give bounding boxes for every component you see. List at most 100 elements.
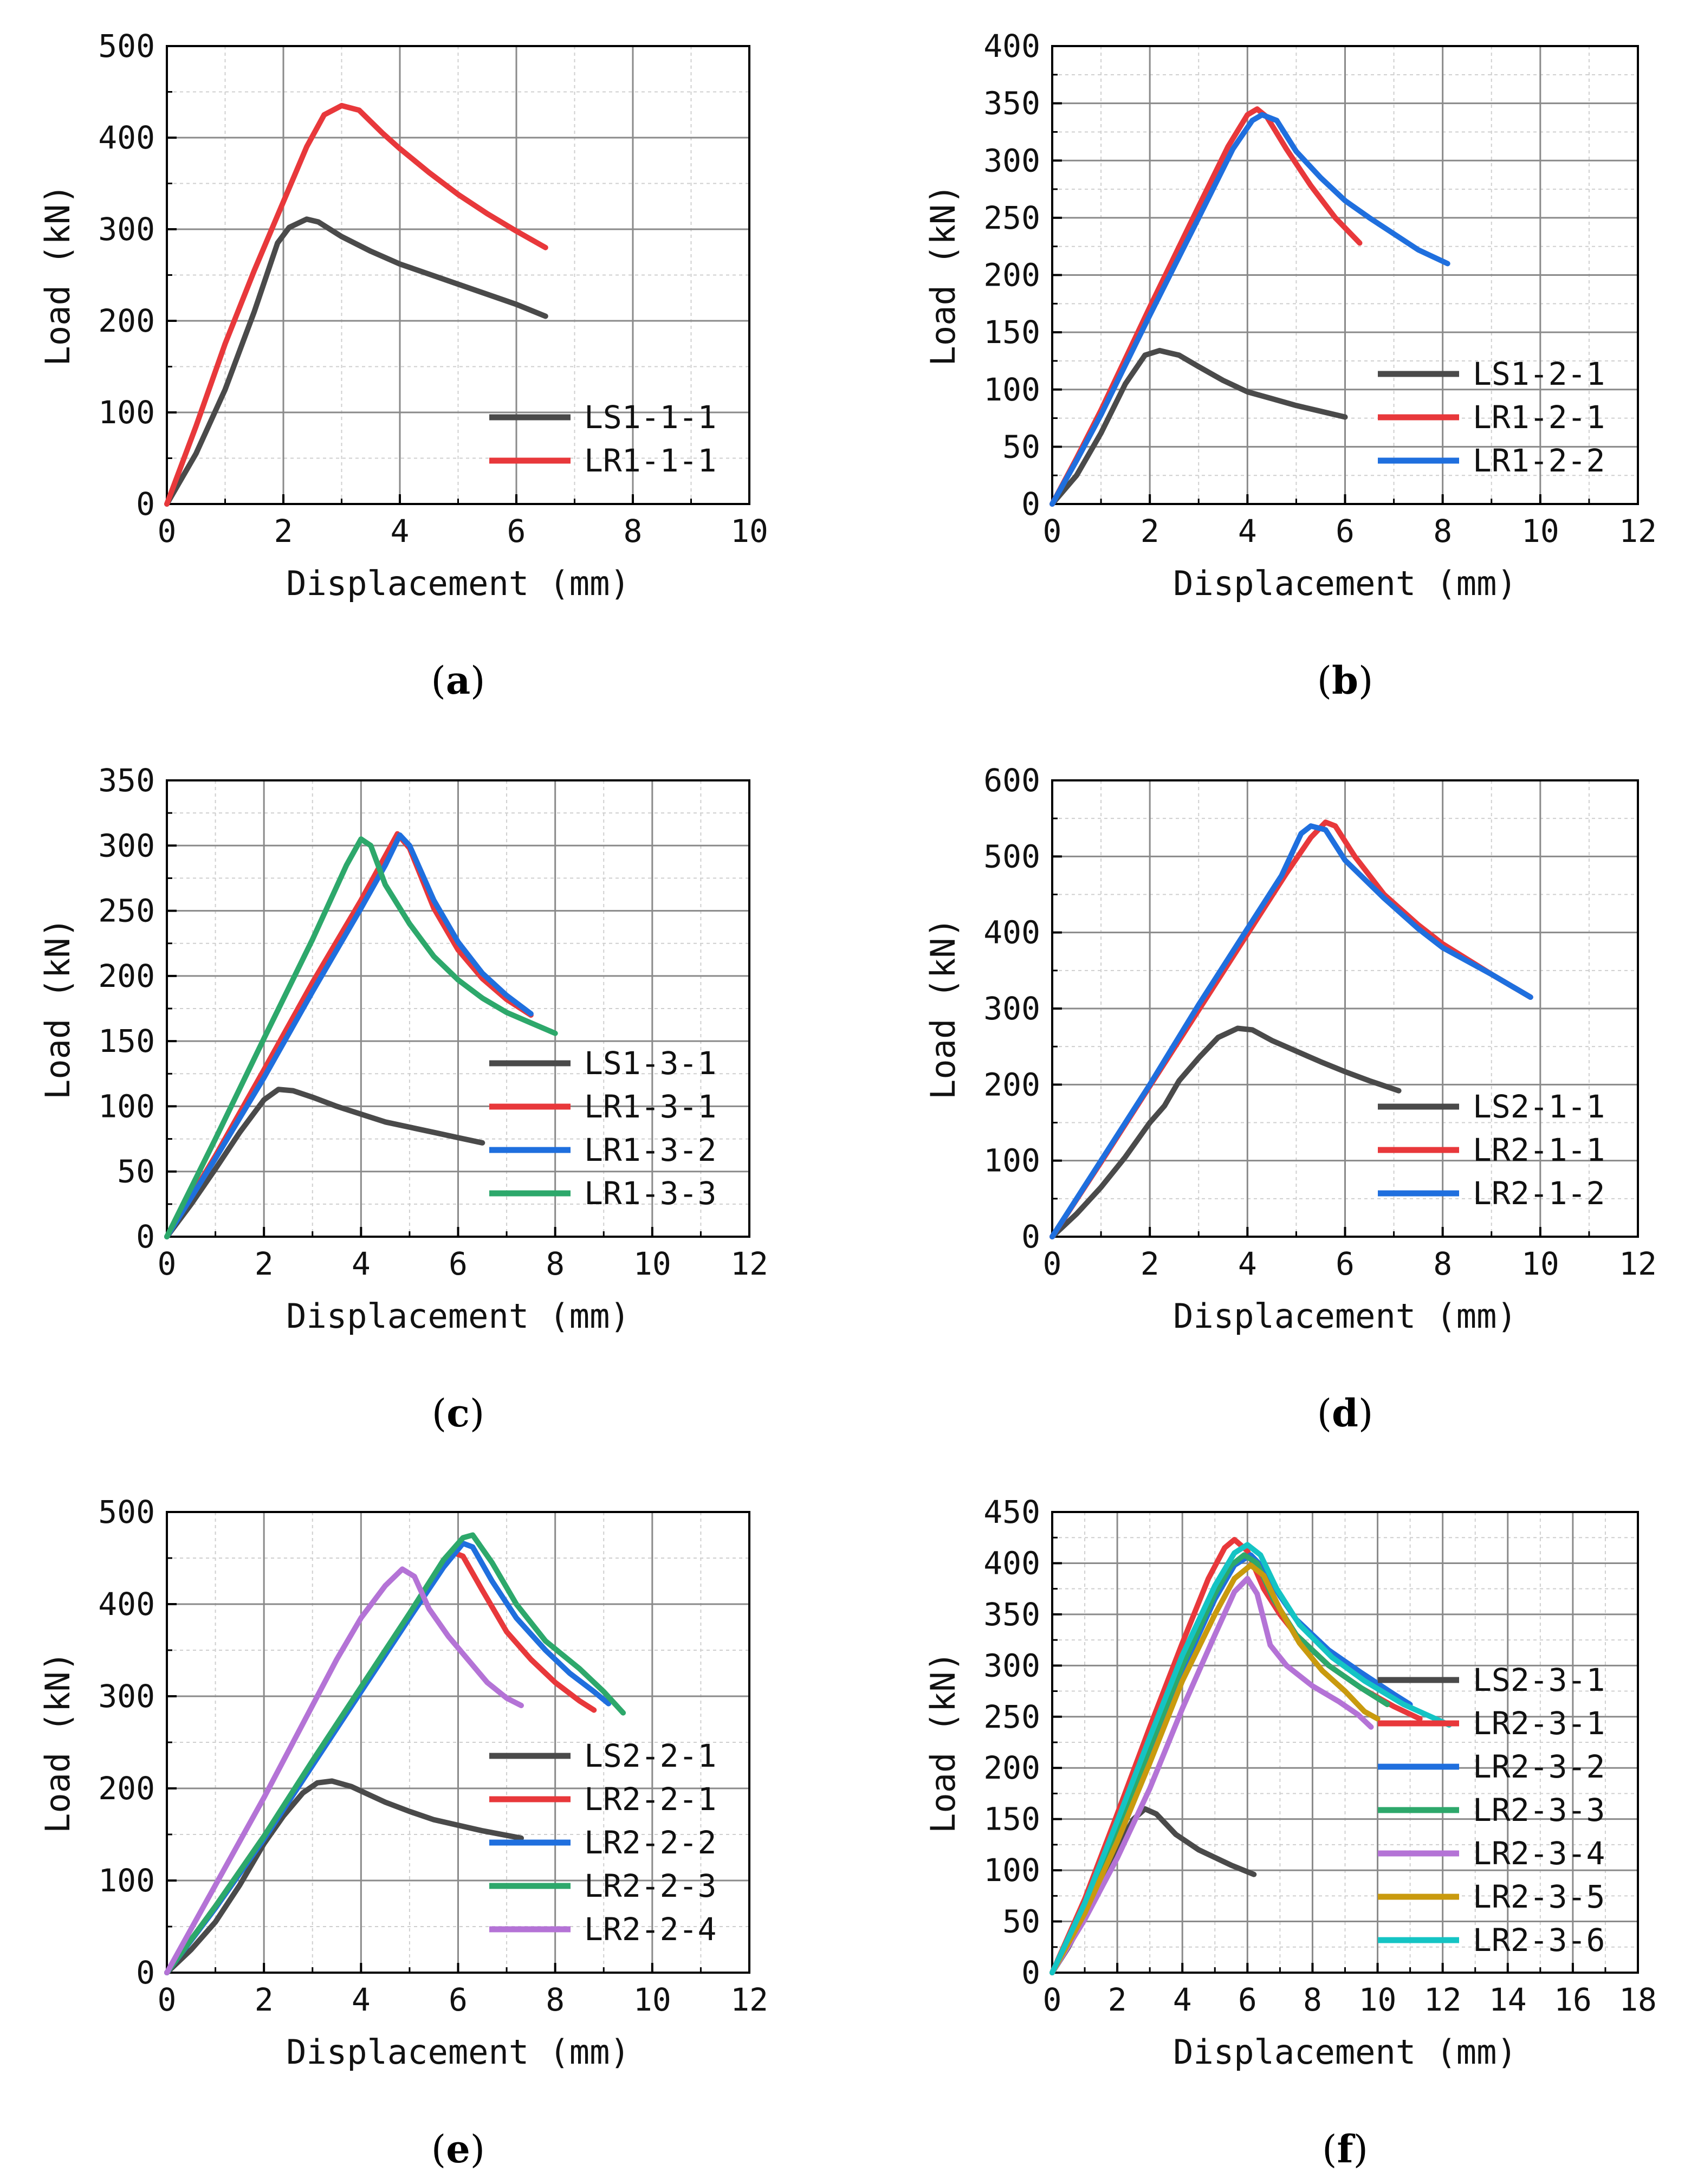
legend-label: LR2-3-4 <box>1473 1835 1605 1872</box>
y-axis: 0 100 200 300 400 500 <box>98 28 177 522</box>
y-tick-label: 100 <box>98 1862 155 1899</box>
x-tick-label: 6 <box>1336 1245 1355 1282</box>
x-axis-title: Displacement (mm) <box>1173 2032 1517 2072</box>
series-line-LS1-3-1 <box>164 1087 485 1239</box>
x-tick-label: 8 <box>1433 513 1452 550</box>
y-tick-label: 200 <box>983 1749 1040 1786</box>
legend-label: LR1-2-2 <box>1473 442 1605 479</box>
y-tick-label: 300 <box>98 827 155 864</box>
series-line-LR2-2-3 <box>164 1532 626 1975</box>
series-line-LS2-2-1 <box>164 1778 524 1975</box>
y-tick-label: 350 <box>983 1596 1040 1633</box>
x-tick-label: 4 <box>1238 513 1257 550</box>
y-tick-label: 200 <box>98 958 155 994</box>
legend-label: LR2-2-2 <box>584 1824 716 1861</box>
y-tick-label: 50 <box>1002 428 1040 465</box>
y-tick-label: 500 <box>98 1494 155 1530</box>
x-tick-label: 8 <box>1303 1981 1322 2018</box>
y-axis-title: Load (kN) <box>923 184 963 366</box>
legend-label: LR1-3-1 <box>584 1088 716 1125</box>
x-tick-label: 2 <box>274 513 293 550</box>
x-tick-label: 4 <box>391 513 410 550</box>
panel-caption-letter: c <box>446 1391 470 1436</box>
legend-label: LR2-1-1 <box>1473 1132 1605 1168</box>
legend-label: LS1-2-1 <box>1473 356 1605 392</box>
series-line-LR2-1-1 <box>1049 819 1533 1239</box>
series-line-LR2-3-5 <box>1049 1562 1381 1975</box>
x-tick-label: 2 <box>1108 1981 1127 2018</box>
legend-label: LR2-3-2 <box>1473 1748 1605 1785</box>
panel-caption: (d) <box>1317 1391 1373 1436</box>
y-tick-label: 400 <box>983 914 1040 951</box>
y-axis: 0 50 100 150 200 250 300 350 400 450 <box>983 1494 1062 1991</box>
series-line-LS1-2-1 <box>1049 347 1348 507</box>
legend-label: LR2-1-2 <box>1473 1175 1605 1212</box>
x-tick-label: 10 <box>1521 513 1559 550</box>
y-tick-label: 600 <box>983 762 1040 799</box>
legend: LS1-1-1 LR1-1-1 <box>489 399 716 479</box>
legend-label: LS2-3-1 <box>1473 1662 1605 1698</box>
y-axis-title: Load (kN) <box>38 184 77 366</box>
y-axis: 0 50 100 150 200 250 300 350 <box>98 762 177 1255</box>
chart-panel-d: 0 2 4 6 8 10 12 0 100 200 300 400 500 600 Displacement… <box>923 762 1657 1436</box>
panel-caption-letter: a <box>446 658 470 703</box>
x-tick-label: 0 <box>158 513 177 550</box>
y-tick-label: 300 <box>98 1678 155 1715</box>
x-tick-label: 4 <box>352 1245 371 1282</box>
y-tick-label: 400 <box>98 119 155 156</box>
chart-panel-f: 0 2 4 6 8 10 12 14 16 18 0 50 100 150 200 250 300 350 400 4… <box>923 1494 1657 2172</box>
legend-label: LR2-3-3 <box>1473 1792 1605 1828</box>
y-axis-title: Load (kN) <box>38 917 77 1100</box>
legend-label: LR1-3-2 <box>584 1132 716 1168</box>
series-line-LR1-2-2 <box>1049 112 1450 507</box>
y-tick-label: 50 <box>117 1153 155 1190</box>
y-tick-label: 450 <box>983 1494 1040 1530</box>
y-axis-title: Load (kN) <box>923 917 963 1100</box>
legend: LS2-1-1 LR2-1-1 LR2-1-2 <box>1378 1088 1605 1212</box>
panel-caption: (a) <box>431 658 485 703</box>
y-tick-label: 0 <box>136 1954 155 1991</box>
series-line-LR2-2-1 <box>164 1549 597 1975</box>
x-axis-title: Displacement (mm) <box>286 2032 630 2072</box>
legend-label: LS2-2-1 <box>584 1737 716 1774</box>
x-tick-label: 12 <box>730 1245 768 1282</box>
x-axis: 0 2 4 6 8 10 12 14 16 18 <box>1043 1963 1657 2018</box>
legend-label: LR1-1-1 <box>584 442 716 479</box>
series-line-LR2-3-2 <box>1049 1552 1413 1975</box>
legend-label: LR2-3-5 <box>1473 1878 1605 1915</box>
x-tick-label: 4 <box>352 1981 371 2018</box>
series-lines <box>1049 1537 1452 1975</box>
legend-label: LS1-1-1 <box>584 399 716 436</box>
x-tick-label: 0 <box>158 1245 177 1282</box>
x-tick-label: 0 <box>1043 513 1062 550</box>
y-axis: 0 50 100 150 200 250 300 350 400 <box>983 28 1062 522</box>
y-tick-label: 0 <box>1021 486 1040 522</box>
series-line-LS2-1-1 <box>1049 1025 1402 1239</box>
panel-caption-letter: f <box>1337 2127 1355 2172</box>
series-line-LS1-1-1 <box>164 216 548 507</box>
series-line-LR1-3-2 <box>164 832 534 1239</box>
y-tick-label: 100 <box>98 1088 155 1125</box>
x-axis-title: Displacement (mm) <box>286 564 630 603</box>
x-axis: 0 2 4 6 8 10 12 <box>1043 494 1657 550</box>
chart-panel-c: 0 2 4 6 8 10 12 0 50 100 150 200 250 300 350 Displaceme… <box>38 762 768 1436</box>
y-tick-label: 200 <box>98 302 155 339</box>
series-lines <box>164 831 558 1239</box>
series-line-LR2-2-4 <box>164 1566 524 1975</box>
x-tick-label: 6 <box>449 1981 468 2018</box>
y-tick-label: 100 <box>98 394 155 431</box>
legend-label: LR1-3-3 <box>584 1175 716 1212</box>
x-tick-label: 12 <box>1619 513 1657 550</box>
x-tick-label: 12 <box>1619 1245 1657 1282</box>
series-lines <box>164 102 548 507</box>
y-tick-label: 200 <box>98 1770 155 1807</box>
panel-caption: (b) <box>1317 658 1373 703</box>
x-tick-label: 4 <box>1238 1245 1257 1282</box>
x-tick-label: 10 <box>633 1245 671 1282</box>
legend-label: LR1-2-1 <box>1473 399 1605 436</box>
panel-caption-letter: b <box>1332 658 1358 703</box>
y-tick-label: 400 <box>983 1545 1040 1581</box>
y-tick-label: 300 <box>98 211 155 248</box>
